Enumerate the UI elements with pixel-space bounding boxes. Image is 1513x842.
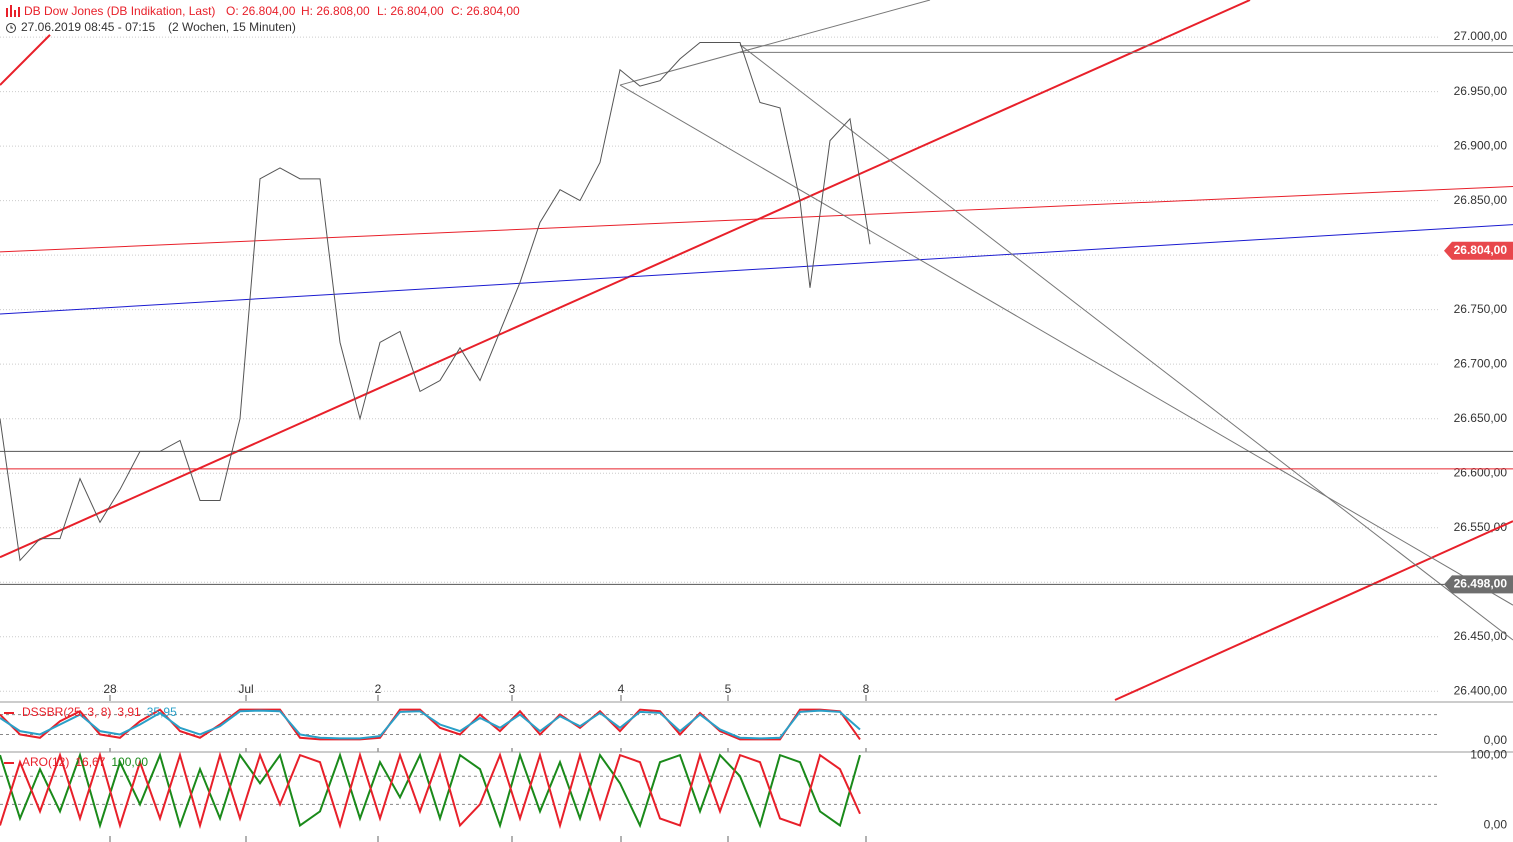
indicator-value: 3,91 (117, 705, 141, 719)
trend-line (619, 0, 931, 86)
trend-line (739, 44, 1513, 641)
trend-line (0, 0, 1251, 559)
y-tick-label: 26.900,00 (1454, 138, 1508, 152)
series-line (0, 751, 861, 829)
y-tick-label: 0,00 (1484, 818, 1508, 832)
x-tick-label: Jul (238, 682, 253, 696)
y-tick-label: 26.650,00 (1454, 411, 1508, 425)
period: (2 Wochen, 15 Minuten) (168, 20, 296, 34)
trend-line (0, 224, 1513, 315)
clock-hands (10, 25, 13, 29)
trend-line (0, 34, 51, 86)
series-line (0, 709, 861, 740)
y-tick-label: 26.450,00 (1454, 629, 1508, 643)
y-tick-label: 27.000,00 (1454, 29, 1508, 43)
y-tick-label: 26.950,00 (1454, 84, 1508, 98)
close: C: 26.804,00 (451, 4, 520, 18)
y-tick-label: 26.850,00 (1454, 193, 1508, 207)
series-line (0, 751, 861, 830)
indicator-value: 16,67 (75, 755, 105, 769)
clock-icon (6, 23, 16, 33)
indicator-value: 100,00 (111, 755, 148, 769)
x-tick-label: 3 (509, 682, 516, 696)
x-tick-label: 5 (725, 682, 732, 696)
y-tick-label: 100,00 (1470, 747, 1507, 761)
trend-line (1114, 520, 1513, 701)
y-tick-label: 26.400,00 (1454, 683, 1508, 697)
x-tick-label: 4 (618, 682, 625, 696)
price-tag-label: 26.498,00 (1454, 577, 1508, 591)
instrument: DB Dow Jones (DB Indikation, Last) (24, 4, 215, 18)
indicator-value: 35,95 (147, 705, 177, 719)
trend-line (619, 84, 1513, 606)
trend-line (0, 185, 1513, 253)
low: L: 26.804,00 (377, 4, 444, 18)
price-tag (1444, 575, 1513, 594)
legend-swatch (4, 712, 14, 714)
x-tick-label: 8 (863, 682, 870, 696)
chart-icon (6, 5, 20, 17)
header: DB Dow Jones (DB Indikation, Last) O: 26… (6, 4, 520, 34)
indicator-title: ARO(12) (22, 755, 69, 769)
y-tick-label: 26.750,00 (1454, 302, 1508, 316)
y-tick-label: 0,00 (1484, 733, 1508, 747)
legend-swatch (4, 762, 14, 764)
x-tick-label: 2 (375, 682, 382, 696)
price-tag (1444, 241, 1513, 260)
x-tick-label: 28 (103, 682, 117, 696)
range: 27.06.2019 08:45 - 07:15 (21, 20, 155, 34)
price-tag-label: 26.804,00 (1454, 243, 1508, 257)
indicator-title: DSSBR(25, 3, 8) (22, 705, 111, 719)
high: H: 26.808,00 (301, 4, 370, 18)
y-tick-label: 26.600,00 (1454, 465, 1508, 479)
open: O: 26.804,00 (226, 4, 296, 18)
y-tick-label: 26.700,00 (1454, 356, 1508, 370)
series-line (0, 42, 871, 562)
